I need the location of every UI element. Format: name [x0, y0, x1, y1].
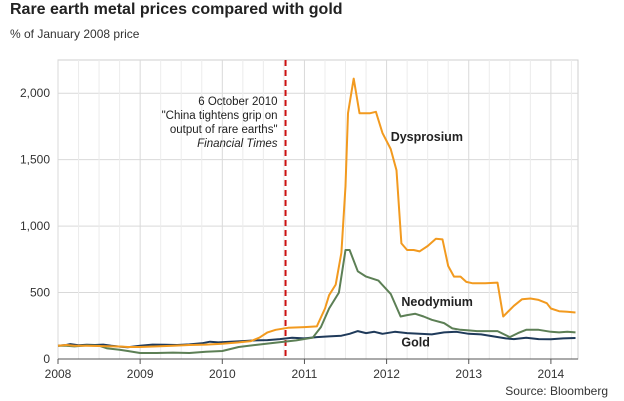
annotation-source: Financial Times — [197, 138, 278, 150]
x-tick-label: 2009 — [127, 367, 154, 381]
x-tick-label: 2014 — [538, 367, 565, 381]
y-tick-label: 0 — [43, 352, 50, 366]
x-tick-label: 2011 — [292, 367, 318, 381]
x-axis: 2008 2009 2010 2011 2012 2013 2014 — [45, 358, 578, 381]
y-tick-label: 1,000 — [20, 219, 50, 233]
series-label-neodymium: Neodymium — [401, 295, 473, 309]
annotation-text: "China tightens grip on — [162, 110, 278, 122]
y-tick-label: 500 — [30, 286, 50, 300]
y-tick-label: 1,500 — [20, 153, 50, 167]
x-tick-label: 2012 — [373, 367, 400, 381]
chart-title: Rare earth metal prices compared with go… — [10, 1, 343, 18]
series-line-neodymium — [58, 249, 576, 354]
x-tick-label: 2013 — [455, 367, 482, 381]
y-tick-label: 2,000 — [20, 86, 50, 100]
series-label-gold: Gold — [401, 335, 429, 349]
annotation-text: 6 October 2010 — [198, 96, 277, 108]
annotation: 6 October 2010 "China tightens grip on out… — [162, 60, 287, 359]
grid — [57, 59, 579, 360]
plot-frame — [57, 59, 579, 360]
series-label-dysprosium: Dysprosium — [391, 130, 463, 144]
source-note: Source: Bloomberg — [505, 384, 608, 398]
x-tick-label: 2008 — [45, 367, 72, 381]
series-line-dysprosium — [57, 77, 576, 348]
series-lines — [57, 77, 576, 354]
x-tick-label: 2010 — [209, 367, 236, 381]
annotation-text: output of rare earths" — [170, 124, 278, 136]
series-labels: Dysprosium Neodymium Gold — [391, 130, 473, 349]
chart-subtitle: % of January 2008 price — [10, 27, 140, 41]
y-axis: 0 500 1,000 1,500 2,000 — [20, 86, 50, 366]
